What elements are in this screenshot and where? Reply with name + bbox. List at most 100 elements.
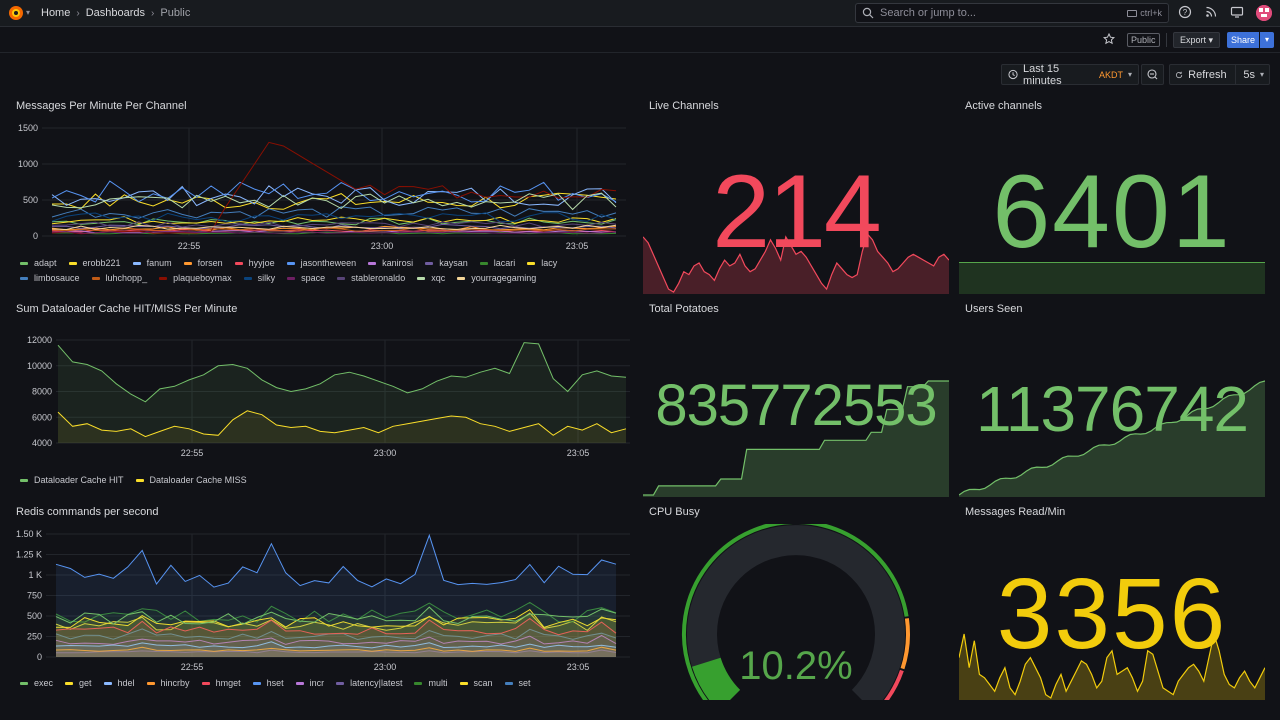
y-tick-label: 1500 <box>18 123 38 133</box>
search-shortcut: ctrl+k <box>1127 8 1162 18</box>
messages-timeseries-chart[interactable]: 1500 1000 500 0 22:55 23:00 23:05 <box>10 120 630 260</box>
refresh-label: Refresh <box>1188 68 1227 81</box>
x-tick-label: 23:05 <box>567 662 590 672</box>
zoom-out-icon <box>1147 69 1158 80</box>
legend-label: latency|latest <box>350 678 403 688</box>
legend-label: hset <box>266 678 284 688</box>
legend-item-dataloader-cache-hit[interactable]: Dataloader Cache HIT <box>20 475 124 485</box>
series-line-cache-miss <box>57 410 627 438</box>
legend-item-get[interactable]: get <box>65 678 92 688</box>
legend-label: luhchopp_ <box>105 273 148 283</box>
search-placeholder: Search or jump to... <box>880 7 976 19</box>
gauge-threshold-red <box>883 669 904 700</box>
legend-item-limbosauce[interactable]: limbosauce <box>20 273 80 283</box>
panel-users-seen: Users Seen 11376742 <box>959 303 1265 497</box>
legend-item-kanirosi[interactable]: kanirosi <box>368 258 413 268</box>
legend-label: stableronaldo <box>351 273 406 283</box>
legend-item-jasontheween[interactable]: jasontheween <box>286 258 356 268</box>
messages-legend: adapt erobb221 fanum forsen hyyjoe jasonthewe… <box>20 258 620 283</box>
legend-item-space[interactable]: space <box>287 273 325 283</box>
legend-item-stableronaldo[interactable]: stableronaldo <box>337 273 405 283</box>
legend-item-xqc[interactable]: xqc <box>417 273 445 283</box>
legend-swatch <box>135 478 144 482</box>
legend-item-yourragegaming[interactable]: yourragegaming <box>457 273 536 283</box>
series-area <box>643 381 949 497</box>
user-avatar[interactable] <box>1256 5 1272 21</box>
legend-item-adapt[interactable]: adapt <box>20 258 57 268</box>
legend-swatch <box>527 261 536 265</box>
legend-item-luhchopp-[interactable]: luhchopp_ <box>91 273 148 283</box>
legend-item-multi[interactable]: multi <box>414 678 448 688</box>
legend-label: set <box>518 678 531 688</box>
y-tick-label: 250 <box>27 632 42 642</box>
legend-swatch <box>183 261 192 265</box>
legend-item-lacari[interactable]: lacari <box>479 258 515 268</box>
dataloader-timeseries-chart[interactable]: 12000 10000 8000 6000 4000 22:55 23:00 23:05 <box>10 325 630 470</box>
share-chevron-down-icon[interactable]: ▾ <box>1260 32 1274 48</box>
export-button[interactable]: Export ▾ <box>1173 32 1221 48</box>
series-area <box>959 381 1265 497</box>
legend-item-plaqueboymax[interactable]: plaqueboymax <box>159 273 232 283</box>
cpu-gauge <box>681 524 910 700</box>
gauge-value-arc <box>691 657 741 700</box>
legend-item-latency-latest[interactable]: latency|latest <box>336 678 402 688</box>
redis-timeseries-chart[interactable]: 1.50 K 1.25 K 1 K 750 500 250 0 22:55 23:00 23:05 <box>10 526 630 676</box>
legend-item-kaysan[interactable]: kaysan <box>425 258 468 268</box>
legend-label: limbosauce <box>34 273 80 283</box>
legend-item-silky[interactable]: silky <box>243 273 276 283</box>
legend-label: silky <box>257 273 276 283</box>
legend-item-lacy[interactable]: lacy <box>527 258 557 268</box>
refresh-button[interactable]: Refresh 5s ▾ <box>1169 64 1270 85</box>
zoom-out-button[interactable] <box>1141 64 1164 85</box>
series-line-jasontheween <box>51 180 617 203</box>
panel-title: Sum Dataloader Cache HIT/MISS Per Minute <box>16 303 238 315</box>
legend-item-dataloader-cache-miss[interactable]: Dataloader Cache MISS <box>135 475 247 485</box>
panel-title: CPU Busy <box>649 506 700 518</box>
legend-item-erobb221[interactable]: erobb221 <box>68 258 121 268</box>
legend-item-scan[interactable]: scan <box>459 678 493 688</box>
legend-item-hmget[interactable]: hmget <box>201 678 241 688</box>
grafana-logo-icon[interactable] <box>8 5 24 21</box>
star-icon[interactable] <box>1103 33 1115 45</box>
search-input[interactable]: Search or jump to... ctrl+k <box>855 3 1169 23</box>
share-button[interactable]: Share <box>1227 32 1259 48</box>
y-tick-label: 1.50 K <box>16 529 42 539</box>
chevron-down-icon: ▾ <box>1127 70 1132 79</box>
help-icon[interactable]: ? <box>1178 5 1192 19</box>
legend-item-hdel[interactable]: hdel <box>103 678 135 688</box>
breadcrumb-home[interactable]: Home <box>41 7 71 19</box>
panel-title: Messages Read/Min <box>965 506 1066 518</box>
legend-label: Dataloader Cache MISS <box>149 475 247 485</box>
legend-item-forsen[interactable]: forsen <box>183 258 223 268</box>
series-line-lacy <box>51 216 617 225</box>
y-tick-label: 8000 <box>32 387 52 397</box>
legend-item-fanum[interactable]: fanum <box>132 258 172 268</box>
legend-label: fanum <box>146 258 172 268</box>
x-tick-label: 23:00 <box>374 662 397 672</box>
total-potatoes-sparkline <box>643 380 949 497</box>
logo-chevron-down-icon[interactable]: ▾ <box>26 8 31 17</box>
time-range-label: Last 15 minutes <box>1023 62 1062 87</box>
time-range-picker[interactable]: Last 15 minutes AKDT ▾ <box>1001 62 1139 87</box>
kiosk-monitor-icon[interactable] <box>1230 5 1244 19</box>
legend-item-hincrby[interactable]: hincrby <box>146 678 190 688</box>
legend-swatch <box>337 276 346 280</box>
legend-item-hyyjoe[interactable]: hyyjoe <box>234 258 275 268</box>
legend-item-hset[interactable]: hset <box>252 678 284 688</box>
legend-item-set[interactable]: set <box>504 678 531 688</box>
legend-swatch <box>132 261 141 265</box>
legend-label: multi <box>428 678 448 688</box>
legend-item-incr[interactable]: incr <box>295 678 324 688</box>
breadcrumb-dashboards[interactable]: Dashboards <box>85 7 146 19</box>
panel-title: Messages Per Minute Per Channel <box>16 100 187 112</box>
series-line-yourragegaming <box>51 224 617 231</box>
legend-swatch <box>252 681 261 685</box>
rss-icon[interactable] <box>1204 5 1218 19</box>
legend-item-exec[interactable]: exec <box>20 678 53 688</box>
dashboard-toolbar: Public Export ▾ Share ▾ <box>0 27 1280 53</box>
x-tick-label: 23:05 <box>567 448 590 458</box>
series-line-incr <box>55 634 617 645</box>
series-line-exec <box>55 606 617 625</box>
series-area <box>58 410 626 443</box>
refresh-interval[interactable]: 5s <box>1243 68 1255 81</box>
